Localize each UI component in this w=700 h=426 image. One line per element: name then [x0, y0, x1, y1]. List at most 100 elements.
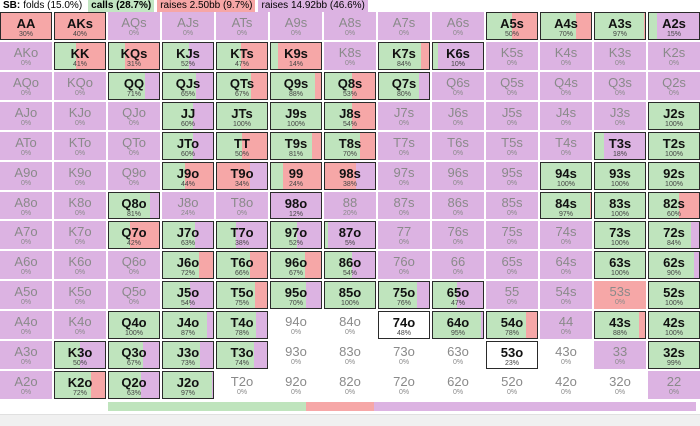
- hand-cell[interactable]: A7o 0%: [0, 221, 52, 250]
- hand-cell[interactable]: QTs 67%: [216, 71, 268, 100]
- hand-cell[interactable]: 53o 23%: [486, 341, 538, 370]
- hand-cell[interactable]: 33 0%: [594, 341, 646, 370]
- hand-cell[interactable]: A4s 70%: [540, 12, 592, 40]
- hand-cell[interactable]: Q7o 42%: [108, 221, 160, 250]
- hand-cell[interactable]: T6s 0%: [432, 131, 484, 160]
- hand-cell[interactable]: 92s 100%: [648, 161, 700, 190]
- hand-cell[interactable]: 72o 0%: [378, 371, 430, 399]
- hand-cell[interactable]: K5o 0%: [54, 281, 106, 310]
- hand-cell[interactable]: 85s 0%: [486, 191, 538, 220]
- hand-cell[interactable]: 87o 5%: [324, 221, 376, 250]
- hand-cell[interactable]: 76s 0%: [432, 221, 484, 250]
- hand-cell[interactable]: KQo 0%: [54, 71, 106, 100]
- hand-cell[interactable]: A4o 0%: [0, 311, 52, 340]
- hand-cell[interactable]: J9s 100%: [270, 101, 322, 130]
- hand-cell[interactable]: 83s 100%: [594, 191, 646, 220]
- hand-cell[interactable]: 93o 0%: [270, 341, 322, 370]
- hand-cell[interactable]: 52o 0%: [486, 371, 538, 399]
- hand-cell[interactable]: 54o 78%: [486, 311, 538, 340]
- hand-cell[interactable]: T9s 81%: [270, 131, 322, 160]
- hand-cell[interactable]: 92o 0%: [270, 371, 322, 399]
- hand-cell[interactable]: T3s 18%: [594, 131, 646, 160]
- hand-cell[interactable]: A6o 0%: [0, 251, 52, 280]
- hand-cell[interactable]: A6s 0%: [432, 12, 484, 40]
- hand-cell[interactable]: 77 0%: [378, 221, 430, 250]
- hand-cell[interactable]: T9o 34%: [216, 161, 268, 190]
- hand-cell[interactable]: KJs 52%: [162, 41, 214, 70]
- hand-cell[interactable]: J2s 100%: [648, 101, 700, 130]
- hand-cell[interactable]: J5s 0%: [486, 101, 538, 130]
- hand-cell[interactable]: 75o 76%: [378, 281, 430, 310]
- hand-cell[interactable]: 52s 100%: [648, 281, 700, 310]
- hand-cell[interactable]: J3o 73%: [162, 341, 214, 370]
- hand-cell[interactable]: QQ 71%: [108, 71, 160, 100]
- hand-cell[interactable]: 95o 70%: [270, 281, 322, 310]
- hand-cell[interactable]: 98o 12%: [270, 191, 322, 220]
- hand-cell[interactable]: A2o 0%: [0, 371, 52, 399]
- hand-cell[interactable]: T8s 70%: [324, 131, 376, 160]
- horizontal-scrollbar[interactable]: [0, 414, 700, 426]
- hand-cell[interactable]: K4s 0%: [540, 41, 592, 70]
- hand-cell[interactable]: 94o 0%: [270, 311, 322, 340]
- hand-cell[interactable]: J9o 44%: [162, 161, 214, 190]
- hand-cell[interactable]: AJo 0%: [0, 101, 52, 130]
- hand-cell[interactable]: KQs 31%: [108, 41, 160, 70]
- hand-cell[interactable]: T4s 0%: [540, 131, 592, 160]
- hand-cell[interactable]: J8s 54%: [324, 101, 376, 130]
- hand-cell[interactable]: 76o 0%: [378, 251, 430, 280]
- hand-cell[interactable]: AKs 40%: [54, 12, 106, 40]
- hand-cell[interactable]: 54s 0%: [540, 281, 592, 310]
- hand-cell[interactable]: 55 0%: [486, 281, 538, 310]
- hand-cell[interactable]: 53s 0%: [594, 281, 646, 310]
- hand-cell[interactable]: 62o 0%: [432, 371, 484, 399]
- hand-cell[interactable]: K4o 0%: [54, 311, 106, 340]
- action-raise-small-label[interactable]: raises 2.50bb (9.7%): [157, 0, 256, 12]
- hand-cell[interactable]: 32s 99%: [648, 341, 700, 370]
- hand-cell[interactable]: Q5s 0%: [486, 71, 538, 100]
- hand-cell[interactable]: 42o 0%: [540, 371, 592, 399]
- hand-cell[interactable]: 66 0%: [432, 251, 484, 280]
- hand-cell[interactable]: T2o 0%: [216, 371, 268, 399]
- hand-cell[interactable]: A2s 15%: [648, 12, 700, 40]
- hand-cell[interactable]: 75s 0%: [486, 221, 538, 250]
- hand-cell[interactable]: 42s 100%: [648, 311, 700, 340]
- hand-cell[interactable]: 93s 100%: [594, 161, 646, 190]
- hand-cell[interactable]: Q9s 88%: [270, 71, 322, 100]
- hand-cell[interactable]: 82o 0%: [324, 371, 376, 399]
- hand-cell[interactable]: A5s 50%: [486, 12, 538, 40]
- hand-cell[interactable]: 44 0%: [540, 311, 592, 340]
- hand-cell[interactable]: ATs 0%: [216, 12, 268, 40]
- hand-cell[interactable]: 84o 0%: [324, 311, 376, 340]
- hand-cell[interactable]: J2o 97%: [162, 371, 214, 399]
- hand-cell[interactable]: QTo 0%: [108, 131, 160, 160]
- hand-cell[interactable]: JTo 60%: [162, 131, 214, 160]
- hand-cell[interactable]: 73s 100%: [594, 221, 646, 250]
- hand-cell[interactable]: K3o 50%: [54, 341, 106, 370]
- hand-cell[interactable]: 32o 0%: [594, 371, 646, 399]
- hand-cell[interactable]: Q6s 0%: [432, 71, 484, 100]
- hand-cell[interactable]: JTs 100%: [216, 101, 268, 130]
- hand-cell[interactable]: 88 20%: [324, 191, 376, 220]
- hand-cell[interactable]: T2s 100%: [648, 131, 700, 160]
- hand-cell[interactable]: 87s 0%: [378, 191, 430, 220]
- action-call-label[interactable]: calls (28.7%): [88, 0, 155, 12]
- hand-cell[interactable]: K7o 0%: [54, 221, 106, 250]
- hand-cell[interactable]: 86o 54%: [324, 251, 376, 280]
- hand-cell[interactable]: J5o 54%: [162, 281, 214, 310]
- hand-cell[interactable]: 86s 0%: [432, 191, 484, 220]
- hand-cell[interactable]: T5s 0%: [486, 131, 538, 160]
- hand-cell[interactable]: K2s 0%: [648, 41, 700, 70]
- action-raise-big-label[interactable]: raises 14.92bb (46.6%): [258, 0, 368, 12]
- hand-cell[interactable]: J4s 0%: [540, 101, 592, 130]
- hand-cell[interactable]: T6o 66%: [216, 251, 268, 280]
- hand-cell[interactable]: 22 0%: [648, 371, 700, 399]
- hand-cell[interactable]: J4o 87%: [162, 311, 214, 340]
- hand-cell[interactable]: 96s 0%: [432, 161, 484, 190]
- hand-cell[interactable]: J7s 0%: [378, 101, 430, 130]
- hand-cell[interactable]: Q9o 0%: [108, 161, 160, 190]
- hand-cell[interactable]: 74s 0%: [540, 221, 592, 250]
- hand-cell[interactable]: A3o 0%: [0, 341, 52, 370]
- hand-cell[interactable]: 98s 38%: [324, 161, 376, 190]
- hand-cell[interactable]: 62s 90%: [648, 251, 700, 280]
- hand-cell[interactable]: Q4s 0%: [540, 71, 592, 100]
